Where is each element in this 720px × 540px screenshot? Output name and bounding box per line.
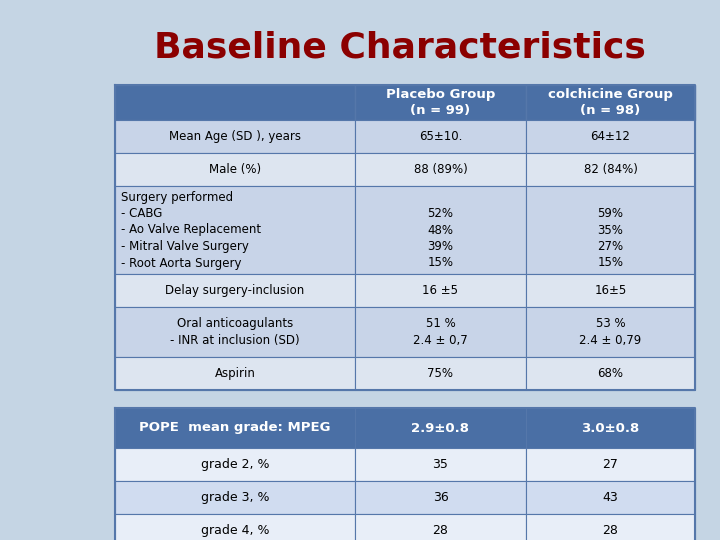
Bar — [355, 448, 526, 481]
Text: grade 2, %: grade 2, % — [201, 458, 269, 471]
Bar — [115, 186, 355, 274]
Bar — [526, 481, 695, 514]
Text: Baseline Characteristics: Baseline Characteristics — [154, 30, 646, 64]
Bar — [526, 408, 695, 448]
Text: 3.0±0.8: 3.0±0.8 — [581, 422, 639, 435]
Bar — [115, 85, 355, 120]
Text: Male (%): Male (%) — [209, 163, 261, 176]
Text: 82 (84%): 82 (84%) — [584, 163, 637, 176]
Bar — [115, 408, 355, 448]
Bar — [355, 186, 526, 274]
Bar — [526, 307, 695, 357]
Bar — [115, 448, 355, 481]
Bar — [526, 274, 695, 307]
Text: 64±12: 64±12 — [590, 130, 631, 143]
Text: Placebo Group
(n = 99): Placebo Group (n = 99) — [386, 88, 495, 117]
Bar — [355, 153, 526, 186]
Bar — [115, 274, 355, 307]
Text: Aspirin: Aspirin — [215, 367, 256, 380]
Bar — [355, 85, 526, 120]
Bar — [355, 357, 526, 390]
Bar — [526, 186, 695, 274]
Bar — [526, 514, 695, 540]
Bar — [526, 448, 695, 481]
Text: Surgery performed
- CABG
- Ao Valve Replacement
- Mitral Valve Surgery
- Root Ao: Surgery performed - CABG - Ao Valve Repl… — [121, 191, 261, 269]
Text: 65±10.: 65±10. — [419, 130, 462, 143]
Text: Oral anticoagulants
- INR at inclusion (SD): Oral anticoagulants - INR at inclusion (… — [170, 317, 300, 347]
Bar — [355, 274, 526, 307]
Text: 59%
35%
27%
15%: 59% 35% 27% 15% — [598, 191, 624, 269]
Text: 68%: 68% — [598, 367, 624, 380]
Text: 75%: 75% — [428, 367, 454, 380]
Text: POPE  mean grade: MPEG: POPE mean grade: MPEG — [139, 422, 330, 435]
Text: Delay surgery-inclusion: Delay surgery-inclusion — [166, 284, 305, 297]
Bar — [115, 357, 355, 390]
Text: 88 (89%): 88 (89%) — [413, 163, 467, 176]
Text: 2.9±0.8: 2.9±0.8 — [412, 422, 469, 435]
Text: 35: 35 — [433, 458, 449, 471]
Text: 36: 36 — [433, 491, 449, 504]
Text: 28: 28 — [433, 524, 449, 537]
Bar — [355, 514, 526, 540]
Bar — [355, 408, 526, 448]
Bar — [115, 120, 355, 153]
Bar — [115, 153, 355, 186]
Bar — [115, 481, 355, 514]
Bar — [526, 85, 695, 120]
Bar — [526, 153, 695, 186]
Bar — [115, 514, 355, 540]
Text: 16 ±5: 16 ±5 — [423, 284, 459, 297]
Text: 16±5: 16±5 — [595, 284, 626, 297]
Text: grade 4, %: grade 4, % — [201, 524, 269, 537]
Text: colchicine Group
(n = 98): colchicine Group (n = 98) — [548, 88, 673, 117]
Bar — [115, 307, 355, 357]
Text: 28: 28 — [603, 524, 618, 537]
Bar — [355, 481, 526, 514]
Text: 27: 27 — [603, 458, 618, 471]
Bar — [526, 357, 695, 390]
Text: Mean Age (SD ), years: Mean Age (SD ), years — [169, 130, 301, 143]
Text: 52%
48%
39%
15%: 52% 48% 39% 15% — [428, 191, 454, 269]
Text: 51 %
2.4 ± 0,7: 51 % 2.4 ± 0,7 — [413, 317, 468, 347]
Bar — [355, 120, 526, 153]
Text: 43: 43 — [603, 491, 618, 504]
Bar — [355, 307, 526, 357]
Bar — [526, 120, 695, 153]
Text: 53 %
2.4 ± 0,79: 53 % 2.4 ± 0,79 — [580, 317, 642, 347]
Text: grade 3, %: grade 3, % — [201, 491, 269, 504]
